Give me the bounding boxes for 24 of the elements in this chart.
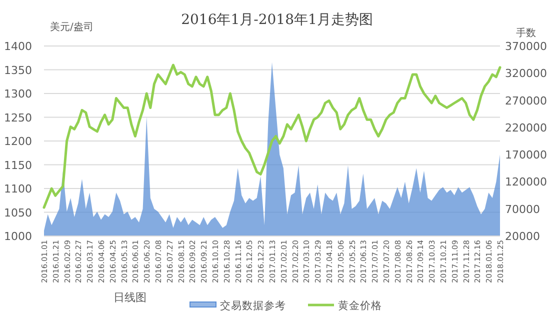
y2-tick-label: 370000: [505, 40, 547, 53]
y-tick-label: 1400: [4, 40, 32, 53]
y2-tick-label: 120000: [505, 176, 547, 189]
y-tick-label: 1150: [4, 158, 32, 172]
y2-tick-label: 320000: [505, 67, 547, 80]
chart-title: 2016年1月-2018年1月走势图: [181, 12, 373, 28]
y-tick-label: 1350: [4, 64, 32, 77]
x-axis-title: 日线图: [114, 291, 146, 304]
y-tick-label: 1250: [4, 111, 32, 124]
y2-tick-label: 170000: [505, 148, 547, 162]
y-tick-label: 1200: [4, 135, 32, 148]
y2-tick-label: 220000: [505, 121, 547, 134]
y2-tick-label: 270000: [505, 94, 547, 108]
y-tick-label: 1050: [4, 206, 32, 220]
y-tick-label: 1000: [4, 230, 32, 243]
y-tick-label: 1300: [4, 88, 32, 100]
y-axis-title: 美元/盎司: [50, 21, 94, 33]
y2-tick-label: 20000: [505, 230, 540, 243]
legend-label: 黄金价格: [338, 299, 382, 312]
legend-label: 交易数据参考: [220, 299, 286, 312]
y2-axis-title: 手数: [516, 27, 536, 39]
y-tick-label: 1100: [4, 182, 32, 196]
y2-tick-label: 70000: [505, 202, 540, 216]
line-series: [42, 64, 502, 209]
